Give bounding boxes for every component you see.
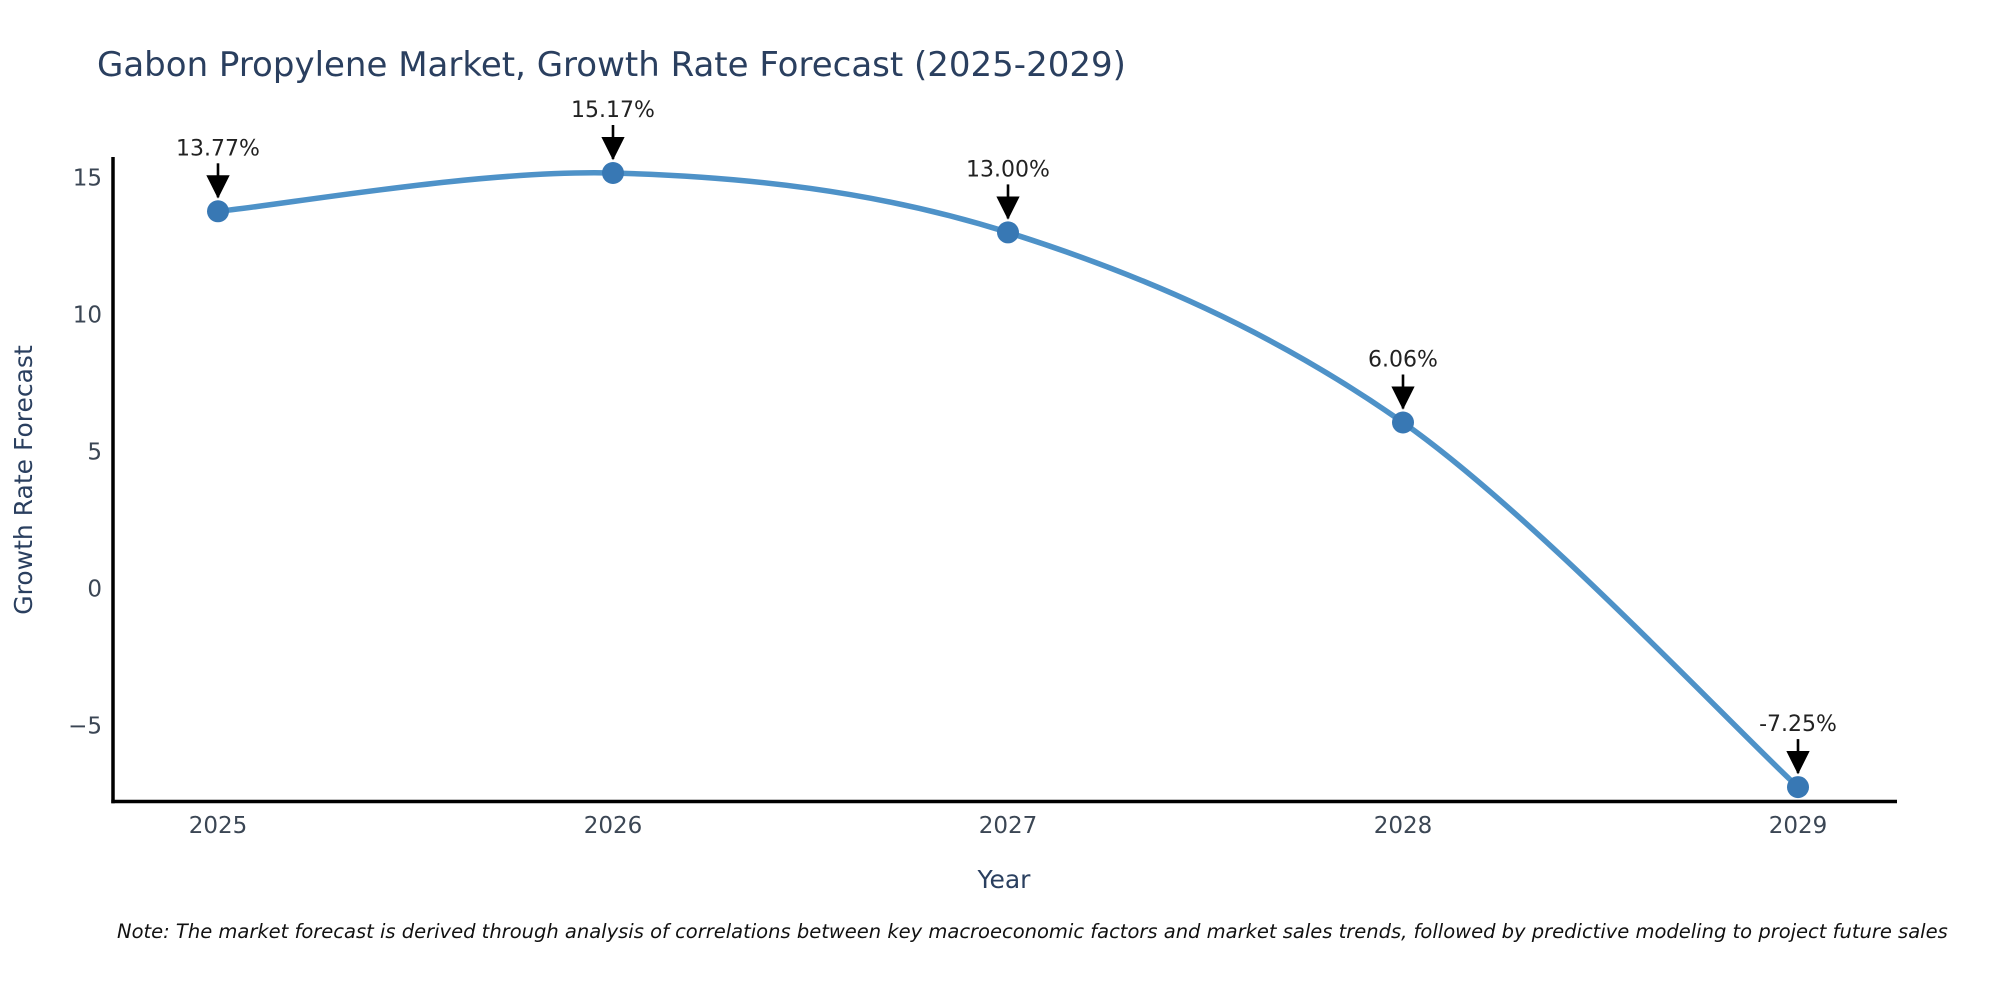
y-tick-label: 10 xyxy=(73,303,102,329)
data-point-marker xyxy=(207,200,229,223)
point-value-label: 15.17% xyxy=(571,98,655,123)
y-tick-label: −5 xyxy=(68,713,102,739)
y-axis-title: Growth Rate Forecast xyxy=(9,345,38,615)
x-axis-title: Year xyxy=(977,865,1032,894)
forecast-line xyxy=(215,170,1801,790)
x-tick-label: 2027 xyxy=(979,813,1038,839)
data-point-marker xyxy=(997,221,1019,244)
y-tick-label: 5 xyxy=(87,440,102,466)
data-point-marker xyxy=(1392,411,1414,434)
plot-layer: 15 10 5 0 −5 2025 2026 2027 2028 2029 13.77% 15.17%… xyxy=(68,98,1837,839)
x-tick-label: 2029 xyxy=(1769,813,1828,839)
chart-title: Gabon Propylene Market, Growth Rate Fore… xyxy=(97,45,1126,85)
data-point-marker xyxy=(602,162,624,184)
data-point-marker xyxy=(1787,776,1809,799)
point-value-label: 6.06% xyxy=(1368,348,1438,373)
y-tick-label: 15 xyxy=(73,166,102,192)
point-value-label: 13.77% xyxy=(176,136,260,161)
point-value-label: 13.00% xyxy=(966,157,1050,182)
x-tick-label: 2025 xyxy=(189,813,248,839)
x-tick-label: 2026 xyxy=(584,813,643,839)
x-tick-label: 2028 xyxy=(1374,813,1433,839)
chart-note: Note: The market forecast is derived thr… xyxy=(117,920,1948,943)
y-tick-label: 0 xyxy=(87,577,102,603)
point-value-label: -7.25% xyxy=(1759,712,1837,737)
